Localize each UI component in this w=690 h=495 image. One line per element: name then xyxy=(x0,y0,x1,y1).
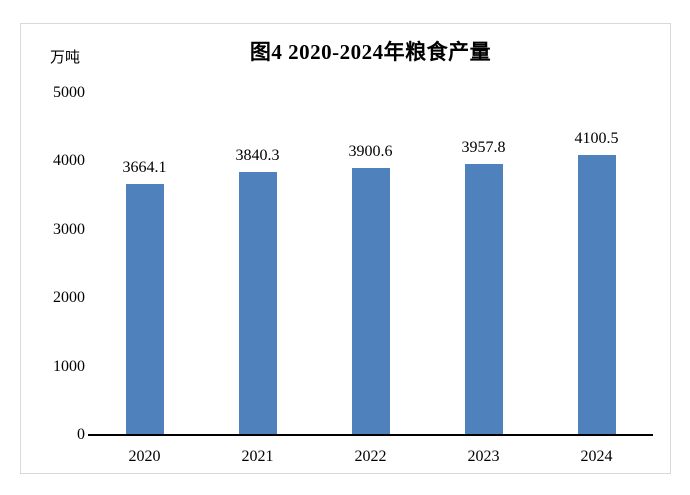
bar-2021 xyxy=(238,172,277,434)
x-tick-label-2024: 2024 xyxy=(580,448,613,465)
bar-value-label-2021: 3840.3 xyxy=(235,147,280,165)
x-axis-line xyxy=(88,434,653,436)
bar-2023 xyxy=(464,164,503,434)
x-tick-label-2023: 2023 xyxy=(467,448,500,465)
bar-2020 xyxy=(125,184,164,434)
y-tick-label-5000: 5000 xyxy=(53,84,85,101)
y-tick-label-2000: 2000 xyxy=(53,289,85,307)
bar-value-label-2023: 3957.8 xyxy=(461,139,506,157)
bar-2022 xyxy=(351,168,390,434)
y-tick-label-0: 0 xyxy=(77,426,85,443)
chart-frame xyxy=(20,23,671,474)
bar-value-label-2022: 3900.6 xyxy=(348,143,393,161)
x-tick-label-2022: 2022 xyxy=(354,448,387,465)
bar-value-label-2020: 3664.1 xyxy=(122,159,167,177)
chart-title: 图4 2020-2024年粮食产量 xyxy=(249,40,492,64)
bar-value-label-2024: 4100.5 xyxy=(574,129,619,147)
x-tick-label-2020: 2020 xyxy=(128,448,161,465)
y-tick-label-3000: 3000 xyxy=(53,220,85,238)
y-tick-label-4000: 4000 xyxy=(53,152,85,170)
y-axis-unit-label: 万吨 xyxy=(50,49,81,66)
x-tick-label-2021: 2021 xyxy=(241,448,274,465)
y-tick-label-1000: 1000 xyxy=(53,357,85,375)
bar-2024 xyxy=(577,154,616,434)
